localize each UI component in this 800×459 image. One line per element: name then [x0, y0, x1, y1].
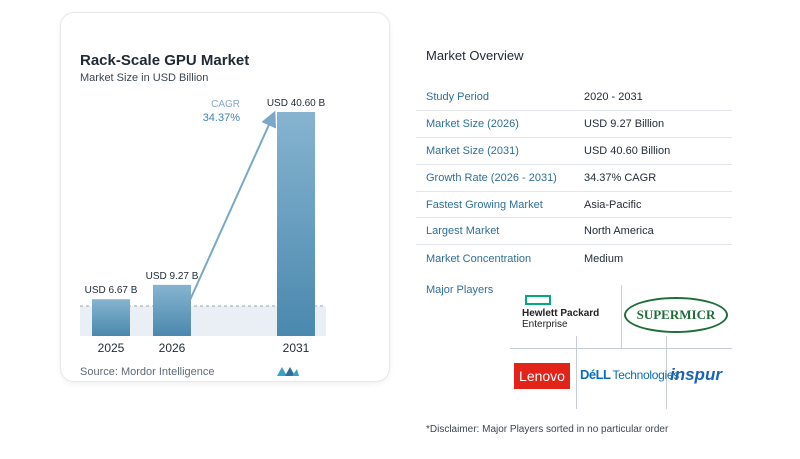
- grid-divider: [510, 348, 732, 349]
- source-text: Source: Mordor Intelligence: [80, 366, 215, 378]
- disclaimer-text: *Disclaimer: Major Players sorted in no …: [426, 424, 669, 435]
- row-label: Fastest Growing Market: [426, 198, 543, 211]
- row-label: Market Size (2031): [426, 144, 519, 157]
- overview-row: Growth Rate (2026 - 2031) 34.37% CAGR: [416, 165, 732, 192]
- overview-row: Market Size (2031) USD 40.60 Billion: [416, 138, 732, 165]
- row-label: Growth Rate (2026 - 2031): [426, 171, 557, 184]
- tick-label-2026: 2026: [159, 341, 186, 355]
- overview-row: Largest Market North America: [416, 218, 732, 246]
- dell-technologies-text: Technologies: [612, 367, 680, 382]
- inspur-text: inspur: [670, 365, 722, 384]
- bar-2031: [277, 112, 315, 336]
- lenovo-logo: Lenovo: [514, 363, 570, 389]
- row-value: Asia-Pacific: [584, 198, 642, 211]
- row-value: Medium: [584, 252, 624, 265]
- supermicro-logo: SUPERMICR: [624, 297, 728, 333]
- tick-label-2025: 2025: [98, 341, 125, 355]
- supermicro-text: SUPERMICR: [636, 307, 716, 322]
- overview-row: Fastest Growing Market Asia-Pacific: [416, 192, 732, 219]
- bar-chart: USD 6.67 B 2025 USD 9.27 B 2026 USD 40.60 B 2…: [80, 98, 326, 355]
- hpe-name-2: Enterprise: [522, 319, 568, 330]
- cagr-arrow: [189, 110, 277, 301]
- row-value: USD 9.27 Billion: [584, 117, 665, 130]
- major-players-label: Major Players: [426, 284, 494, 296]
- row-label: Market Concentration: [426, 252, 532, 265]
- row-value: 2020 - 2031: [584, 90, 643, 103]
- overview-row: Market Size (2026) USD 9.27 Billion: [416, 111, 732, 138]
- chart-title: Rack-Scale GPU Market: [80, 52, 250, 69]
- bar-2025: [92, 299, 130, 336]
- row-value: 34.37% CAGR: [584, 171, 657, 184]
- players-grid: Hewlett Packard Enterprise SUPERMICR Len…: [510, 285, 732, 409]
- dell-logo: DéLL Technologies: [580, 367, 679, 382]
- row-label: Market Size (2026): [426, 117, 519, 130]
- row-label: Largest Market: [426, 225, 500, 238]
- grid-divider: [576, 336, 577, 409]
- mordor-logo-icon: [276, 364, 300, 382]
- lenovo-text: Lenovo: [519, 368, 565, 384]
- data-label-2031: USD 40.60 B: [267, 98, 326, 109]
- overview-row: Market Concentration Medium: [416, 245, 732, 272]
- row-value: USD 40.60 Billion: [584, 144, 671, 157]
- hpe-mark-icon: [525, 295, 551, 305]
- data-label-2026: USD 9.27 B: [146, 271, 199, 282]
- cagr-label: CAGR: [211, 99, 240, 110]
- grid-divider: [666, 336, 667, 409]
- cagr-value: 34.37%: [203, 112, 241, 124]
- hpe-name: Hewlett Packard: [522, 308, 600, 319]
- row-value: North America: [584, 225, 654, 238]
- inspur-logo: inspur: [670, 365, 730, 385]
- chart-subtitle: Market Size in USD Billion: [80, 72, 209, 84]
- dell-text: DéLL: [580, 367, 611, 382]
- row-label: Study Period: [426, 90, 489, 103]
- overview-title: Market Overview: [426, 48, 524, 63]
- overview-row: Study Period 2020 - 2031: [416, 84, 732, 111]
- overview-table: Study Period 2020 - 2031 Market Size (202…: [416, 84, 732, 272]
- grid-divider: [621, 285, 622, 348]
- bar-2026: [153, 284, 191, 336]
- data-label-2025: USD 6.67 B: [85, 285, 138, 296]
- tick-label-2031: 2031: [283, 341, 310, 355]
- hpe-logo: Hewlett Packard Enterprise: [522, 295, 618, 330]
